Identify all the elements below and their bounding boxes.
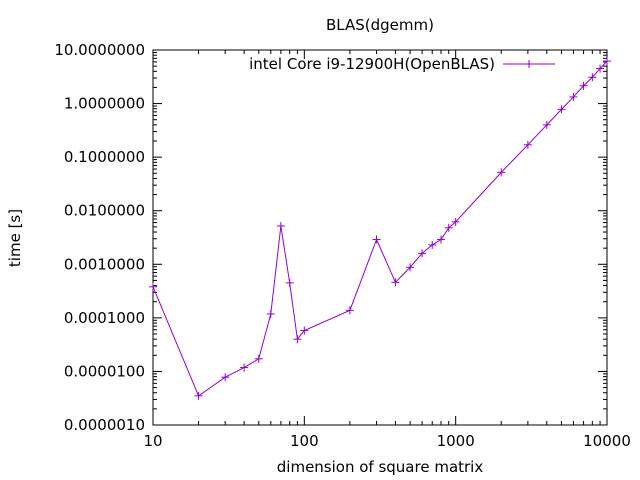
data-point [254, 354, 263, 363]
y-tick-label: 0.1000000 [64, 148, 145, 166]
y-tick-label: 0.0000010 [64, 416, 145, 434]
y-tick-label: 0.0000100 [64, 362, 145, 380]
data-point [194, 391, 203, 400]
y-tick-label: 1.0000000 [64, 95, 145, 113]
legend-label: intel Core i9-12900H(OpenBLAS) [249, 55, 495, 73]
data-point [451, 217, 460, 226]
data-point [276, 221, 285, 230]
data-point [542, 120, 551, 129]
data-point [345, 306, 354, 315]
x-tick-label: 100 [290, 432, 319, 450]
data-point [372, 235, 381, 244]
data-point [418, 249, 427, 258]
legend-marker [525, 60, 533, 68]
chart-title: BLAS(dgemm) [326, 16, 434, 34]
data-point [300, 326, 309, 335]
data-point [523, 140, 532, 149]
data-point [240, 363, 249, 372]
data-point [221, 373, 230, 382]
data-point [149, 282, 157, 291]
data-point [569, 92, 578, 101]
data-point [285, 278, 294, 287]
y-tick-label: 0.0010000 [64, 255, 145, 273]
data-point [497, 168, 506, 177]
data-point [437, 235, 446, 244]
data-point [293, 335, 302, 344]
y-tick-label: 0.0100000 [64, 202, 145, 220]
y-axis: 0.0000010 0.0000100 0.0001000 0.0010000 0.01… [54, 41, 607, 434]
x-tick-label: 10 [143, 432, 162, 450]
data-point [444, 223, 453, 232]
x-tick-label: 10000 [583, 432, 631, 450]
data-point [588, 73, 597, 82]
x-axis: 10 100 1000 10000 [143, 50, 631, 450]
data-point [557, 105, 566, 114]
y-tick-label: 10.0000000 [54, 41, 145, 59]
data-point [391, 278, 400, 287]
data-point [603, 57, 611, 66]
series-line [152, 60, 608, 397]
plot-frame [152, 49, 608, 426]
data-point [266, 310, 275, 319]
legend: intel Core i9-12900H(OpenBLAS) [249, 55, 555, 73]
data-point [406, 263, 415, 272]
data-point [428, 240, 437, 249]
y-axis-label: time [s] [6, 209, 24, 267]
y-tick-label: 0.0001000 [64, 309, 145, 327]
data-point [596, 64, 605, 73]
x-axis-label: dimension of square matrix [277, 458, 484, 476]
data-point [579, 81, 588, 90]
series-layer [149, 57, 611, 400]
x-tick-label: 1000 [437, 432, 475, 450]
